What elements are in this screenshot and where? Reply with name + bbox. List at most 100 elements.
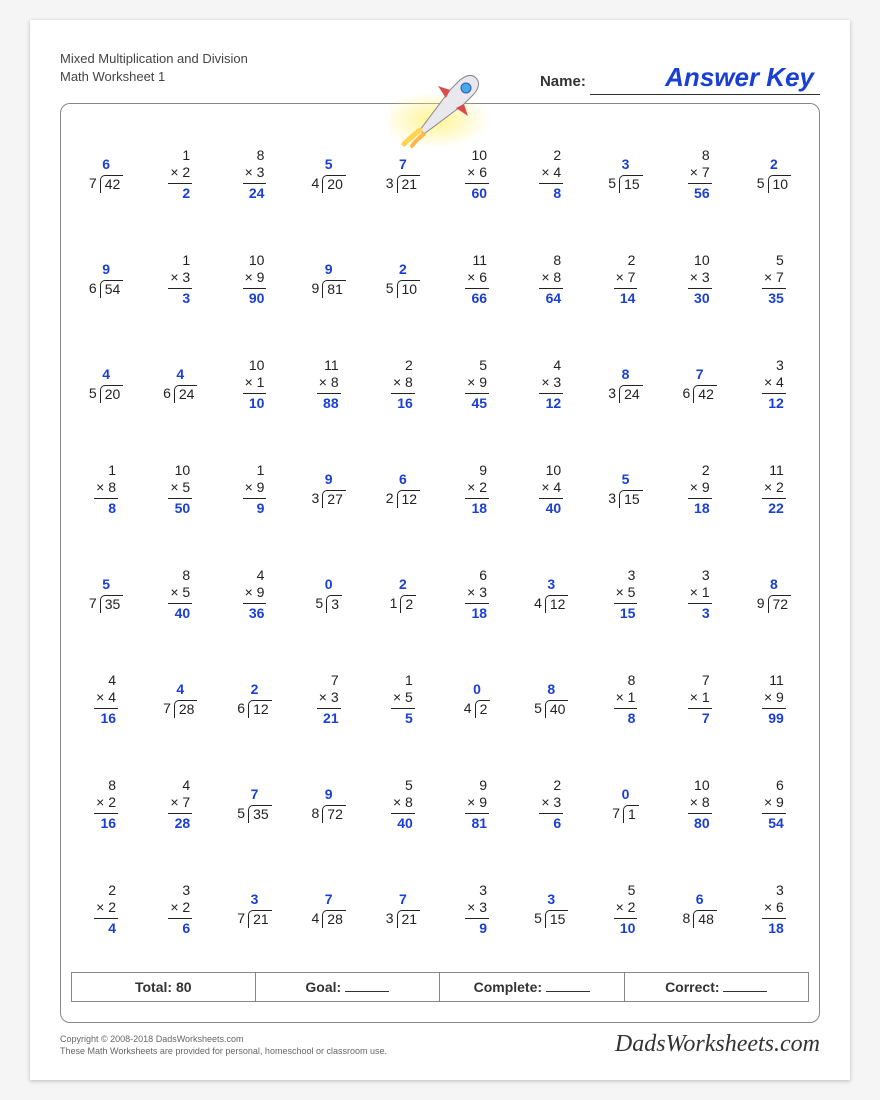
mult-problem: 3× 412 — [762, 357, 786, 413]
footer: Copyright © 2008-2018 DadsWorksheets.com… — [60, 1031, 820, 1058]
mult-problem: 5× 840 — [391, 777, 415, 833]
multiplicand: 4 — [539, 357, 563, 375]
div-problem: 042 — [464, 681, 491, 718]
mult-problem: 8× 864 — [539, 252, 563, 308]
quotient-answer: 6 — [102, 156, 110, 175]
problem-cell: 5420 — [294, 122, 364, 227]
product-answer: 54 — [762, 814, 786, 833]
dividend: 2 — [400, 595, 416, 614]
div-problem: 7321 — [386, 156, 420, 193]
mult-problem: 5× 945 — [465, 357, 489, 413]
mult-problem: 1× 99 — [243, 462, 267, 518]
multiplicand: 8 — [614, 672, 638, 690]
problem-cell: 10× 880 — [665, 752, 735, 857]
summary-complete: Complete: — [440, 972, 625, 1002]
problem-cell: 3515 — [590, 122, 660, 227]
multiplicand: 10 — [688, 777, 712, 795]
quotient-answer: 0 — [325, 576, 333, 595]
problem-cell: 7428 — [294, 857, 364, 962]
multiplier: × 4 — [539, 479, 563, 499]
dividend: 42 — [693, 385, 717, 404]
multiplicand: 11 — [762, 462, 786, 480]
product-answer: 64 — [539, 289, 563, 308]
problem-cell: 11× 888 — [294, 332, 364, 437]
multiplicand: 1 — [168, 147, 192, 165]
multiplier: × 9 — [243, 584, 267, 604]
div-problem: 4728 — [163, 681, 197, 718]
multiplicand: 8 — [94, 777, 118, 795]
multiplier: × 3 — [465, 584, 489, 604]
mult-problem: 3× 13 — [688, 567, 712, 623]
divisor: 7 — [89, 595, 100, 614]
multiplier: × 2 — [168, 164, 192, 184]
divisor: 6 — [163, 385, 174, 404]
product-answer: 90 — [243, 289, 267, 308]
div-problem: 5420 — [312, 156, 346, 193]
dividend: 48 — [693, 910, 717, 929]
multiplier: × 7 — [614, 269, 638, 289]
problem-cell: 9× 981 — [442, 752, 512, 857]
div-problem: 8540 — [534, 681, 568, 718]
product-answer: 16 — [94, 709, 118, 728]
div-problem: 9327 — [312, 471, 346, 508]
product-answer: 50 — [168, 499, 192, 518]
multiplicand: 1 — [168, 252, 192, 270]
multiplier: × 9 — [762, 689, 786, 709]
answer-key-text: Answer Key — [590, 62, 820, 95]
multiplier: × 8 — [94, 479, 118, 499]
problem-cell: 5× 735 — [739, 227, 809, 332]
quotient-answer: 4 — [176, 681, 184, 700]
mult-problem: 8× 324 — [243, 147, 267, 203]
problem-cell: 5315 — [590, 437, 660, 542]
product-answer: 3 — [168, 289, 192, 308]
div-problem: 3412 — [534, 576, 568, 613]
multiplier: × 3 — [317, 689, 341, 709]
mult-problem: 11× 222 — [762, 462, 786, 518]
mult-problem: 10× 880 — [688, 777, 712, 833]
problem-cell: 5× 840 — [368, 752, 438, 857]
product-answer: 7 — [688, 709, 712, 728]
mult-problem: 10× 660 — [465, 147, 489, 203]
problem-cell: 3× 26 — [145, 857, 215, 962]
multiplicand: 1 — [243, 462, 267, 480]
problem-cell: 8× 864 — [516, 227, 586, 332]
multiplicand: 2 — [539, 147, 563, 165]
rocket-icon — [390, 50, 510, 150]
problem-cell: 11× 666 — [442, 227, 512, 332]
multiplicand: 6 — [465, 567, 489, 585]
mult-problem: 2× 24 — [94, 882, 118, 938]
multiplier: × 1 — [688, 689, 712, 709]
multiplier: × 9 — [688, 479, 712, 499]
divisor: 3 — [608, 385, 619, 404]
problem-cell: 1× 33 — [145, 227, 215, 332]
divisor: 6 — [237, 700, 248, 719]
quotient-answer: 2 — [399, 576, 407, 595]
problem-cell: 2510 — [368, 227, 438, 332]
div-problem: 6212 — [386, 471, 420, 508]
product-answer: 36 — [243, 604, 267, 623]
div-problem: 9872 — [312, 786, 346, 823]
problem-cell: 7× 17 — [665, 647, 735, 752]
divisor: 9 — [312, 280, 323, 299]
quotient-answer: 3 — [547, 576, 555, 595]
div-problem: 5735 — [89, 576, 123, 613]
problem-cell: 2× 24 — [71, 857, 141, 962]
multiplier: × 4 — [94, 689, 118, 709]
quotient-answer: 2 — [251, 681, 259, 700]
divisor: 4 — [534, 595, 545, 614]
mult-problem: 5× 210 — [614, 882, 638, 938]
mult-problem: 2× 36 — [539, 777, 563, 833]
problem-cell: 3412 — [516, 542, 586, 647]
divisor: 5 — [534, 700, 545, 719]
divisor: 5 — [315, 595, 326, 614]
multiplier: × 2 — [168, 899, 192, 919]
product-answer: 40 — [391, 814, 415, 833]
mult-problem: 10× 550 — [168, 462, 192, 518]
product-answer: 5 — [391, 709, 415, 728]
product-answer: 88 — [317, 394, 341, 413]
multiplicand: 5 — [465, 357, 489, 375]
multiplier: × 1 — [243, 374, 267, 394]
product-answer: 81 — [465, 814, 489, 833]
div-problem: 7535 — [237, 786, 271, 823]
dividend: 24 — [174, 385, 198, 404]
